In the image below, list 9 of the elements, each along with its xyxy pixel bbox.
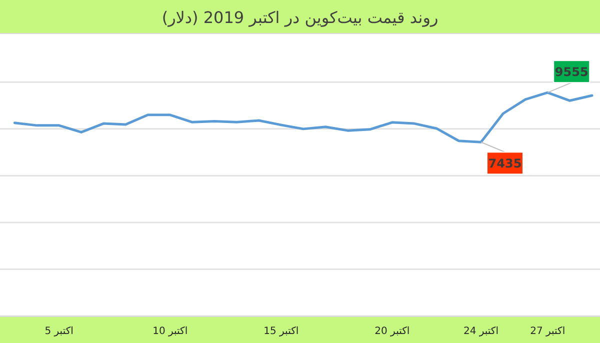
data-label: 9555 — [554, 65, 588, 80]
x-tick-label: 15 اکتبر — [264, 326, 299, 337]
data-label: 7435 — [488, 156, 522, 171]
x-tick-label: 24 اکتبر — [463, 326, 498, 337]
x-tick-label: 20 اکتبر — [374, 326, 410, 337]
title: روند قیمت بیت‌کوین در اکتبر 2019 (دلار) — [162, 8, 438, 27]
x-tick-label: 10 اکتبر — [152, 326, 188, 337]
x-tick-label: 5 اکتبر — [44, 326, 74, 337]
x-tick-label: 27 اکتبر — [530, 326, 566, 337]
